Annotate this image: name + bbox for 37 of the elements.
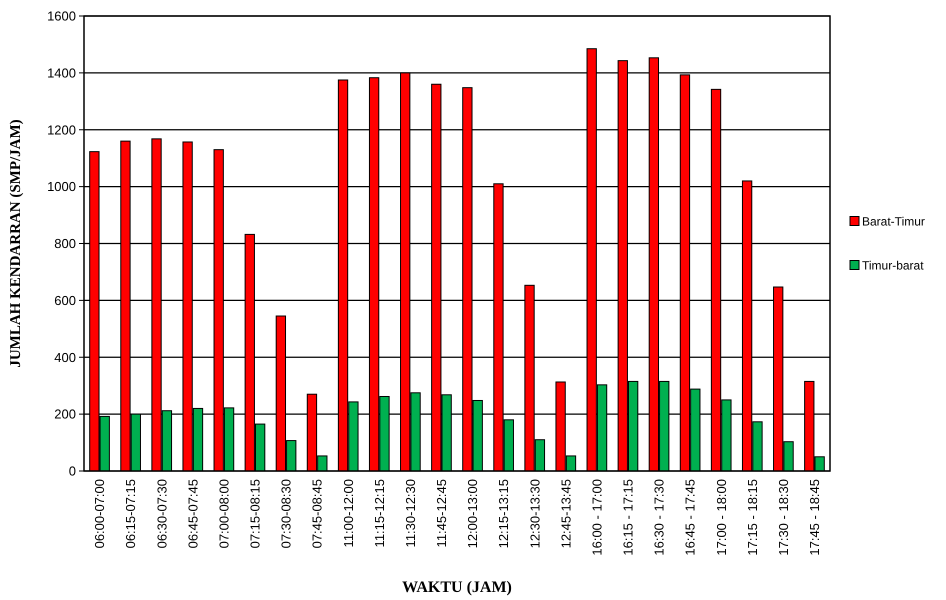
y-tick-label: 1200 bbox=[47, 122, 76, 138]
legend-label: Barat-Timur bbox=[862, 214, 925, 229]
y-tick-label: 600 bbox=[54, 292, 76, 308]
x-tick-label: 11:00-12:00 bbox=[340, 479, 356, 548]
x-tick-label: 17:45 - 18:45 bbox=[807, 479, 822, 556]
x-axis-title: WAKTU (JAM) bbox=[402, 579, 512, 596]
x-tick-label: 06:00-07:00 bbox=[92, 479, 108, 548]
x-tick-label: 16:45 - 17:45 bbox=[682, 479, 698, 556]
x-tick-label: 17:00 - 18:00 bbox=[714, 479, 729, 556]
y-tick-label: 1400 bbox=[47, 65, 76, 80]
x-tick-label: 12:15-13:15 bbox=[496, 479, 512, 548]
x-tick-label: 16:00 - 17:00 bbox=[589, 479, 604, 556]
y-tick-label: 800 bbox=[54, 236, 76, 252]
x-tick-label: 16:30 - 17:30 bbox=[652, 479, 667, 556]
x-tick-label: 12:30-13:30 bbox=[527, 479, 542, 548]
x-tick-label: 06:15-07:15 bbox=[123, 479, 138, 548]
x-tick-label: 06:45-07:45 bbox=[185, 479, 200, 548]
x-tick-label: 17:30 - 18:30 bbox=[776, 479, 791, 556]
x-tick-label: 07:45-08:45 bbox=[310, 479, 325, 548]
y-tick-label: 400 bbox=[54, 350, 76, 365]
x-tick-label: 07:00-08:00 bbox=[216, 479, 232, 548]
x-tick-label: 16:15 - 17:15 bbox=[620, 479, 636, 556]
y-tick-label: 200 bbox=[54, 406, 76, 422]
y-axis-title: JUMLAH KENDARRAN (SMP/JAM) bbox=[8, 119, 24, 368]
legend-label: Timur-barat bbox=[862, 258, 924, 273]
x-tick-label: 11:30-12:30 bbox=[402, 479, 418, 548]
x-tick-label: 07:30-08:30 bbox=[278, 479, 294, 548]
x-tick-label: 07:15-08:15 bbox=[248, 479, 263, 548]
y-tick-label: 1600 bbox=[47, 8, 76, 24]
x-tick-label: 17:15 - 18:15 bbox=[744, 479, 760, 556]
x-tick-label: 06:30-07:30 bbox=[154, 479, 170, 548]
y-tick-label: 1000 bbox=[47, 179, 76, 194]
x-tick-label: 11:45-12:45 bbox=[434, 479, 450, 548]
y-tick-label: 0 bbox=[68, 464, 76, 479]
x-tick-label: 12:00-13:00 bbox=[465, 479, 480, 548]
x-tick-label: 11:15-12:15 bbox=[372, 479, 387, 548]
x-tick-label: 12:45-13:45 bbox=[558, 479, 574, 548]
